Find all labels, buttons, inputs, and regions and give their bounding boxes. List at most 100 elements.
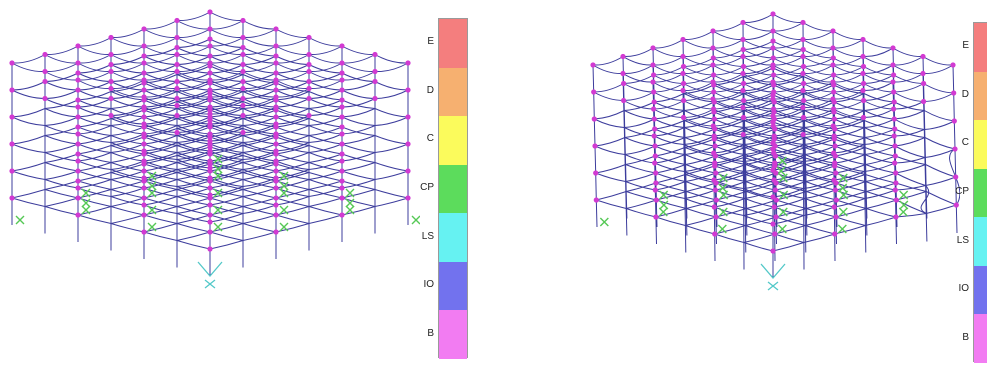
beam: [44, 197, 79, 207]
joint-node: [273, 229, 279, 235]
joint-node: [141, 131, 147, 137]
joint-node: [75, 43, 81, 49]
beam: [176, 47, 211, 57]
beam: [143, 153, 178, 163]
beam: [743, 84, 774, 94]
beam: [143, 150, 178, 160]
beam: [655, 182, 687, 192]
beam: [143, 109, 178, 119]
joint-node: [712, 143, 718, 149]
beam: [77, 71, 112, 81]
beam: [275, 71, 310, 81]
hinge-icon: [778, 207, 788, 217]
legend-swatch-ls: [439, 213, 467, 262]
beam: [77, 62, 112, 73]
beam: [110, 79, 145, 90]
hinge-icon: [778, 173, 788, 183]
beam: [593, 83, 624, 93]
beam: [209, 132, 244, 142]
hinge-icon: [899, 190, 909, 200]
beam: [622, 47, 654, 58]
beam: [110, 45, 145, 56]
beam: [774, 145, 805, 155]
joint-node: [891, 99, 897, 105]
joint-node: [653, 170, 659, 176]
beam: [176, 91, 211, 101]
hinge-icon: [147, 188, 157, 198]
joint-node: [339, 77, 345, 83]
beam: [341, 179, 376, 189]
beam: [654, 162, 685, 172]
beam: [834, 128, 865, 138]
beam: [833, 101, 865, 111]
beam: [176, 152, 211, 162]
beam: [110, 163, 145, 173]
joint-node: [240, 51, 246, 58]
beam: [654, 128, 685, 138]
beam: [832, 30, 864, 41]
joint-node: [892, 153, 898, 159]
beam: [44, 162, 79, 172]
beam: [308, 106, 343, 116]
beam: [209, 177, 244, 187]
beam: [684, 101, 715, 111]
joint-node: [830, 55, 836, 61]
beam: [77, 108, 112, 118]
joint-node: [141, 70, 147, 76]
beam: [77, 54, 112, 64]
beam: [275, 223, 310, 233]
joint-node: [860, 36, 866, 43]
joint-node: [207, 43, 213, 49]
beam: [209, 109, 244, 119]
beam: [275, 82, 310, 92]
beam: [11, 189, 46, 199]
beam: [143, 126, 178, 136]
beam: [110, 152, 145, 162]
beam: [275, 79, 310, 90]
beam: [595, 164, 626, 174]
beam: [209, 108, 244, 118]
beam: [209, 223, 244, 233]
beam: [242, 155, 277, 165]
joint-node: [652, 143, 658, 149]
beam: [209, 136, 244, 146]
beam: [655, 181, 686, 191]
joint-node: [207, 60, 213, 66]
joint-node: [861, 97, 867, 104]
beam: [176, 72, 211, 82]
support-base: [204, 279, 216, 289]
beam: [654, 118, 685, 128]
beam: [308, 152, 343, 162]
beam: [308, 98, 343, 108]
beam: [143, 162, 178, 172]
beam: [77, 160, 112, 170]
joint-node: [75, 212, 81, 218]
beam: [44, 108, 79, 118]
beam: [209, 155, 244, 165]
beam: [893, 83, 924, 93]
beam: [242, 153, 277, 163]
beam: [242, 45, 277, 56]
joint-node: [711, 106, 717, 112]
beam: [924, 120, 955, 130]
beam: [374, 81, 409, 91]
joint-node: [860, 53, 866, 60]
beam: [176, 82, 211, 92]
legend-swatch-ls: [974, 217, 987, 266]
beam: [775, 182, 807, 192]
beam: [684, 128, 715, 138]
joint-node: [174, 112, 180, 119]
joint-node: [860, 114, 867, 121]
joint-node: [652, 187, 658, 193]
beam: [11, 197, 46, 207]
beam: [894, 118, 925, 130]
beam: [176, 55, 211, 65]
joint-node: [712, 160, 718, 166]
joint-node: [773, 214, 779, 220]
beam: [176, 179, 211, 189]
beam: [374, 54, 409, 64]
joint-node: [207, 36, 213, 42]
beam: [308, 214, 343, 224]
joint-node: [770, 123, 776, 129]
joint-node: [651, 89, 657, 95]
